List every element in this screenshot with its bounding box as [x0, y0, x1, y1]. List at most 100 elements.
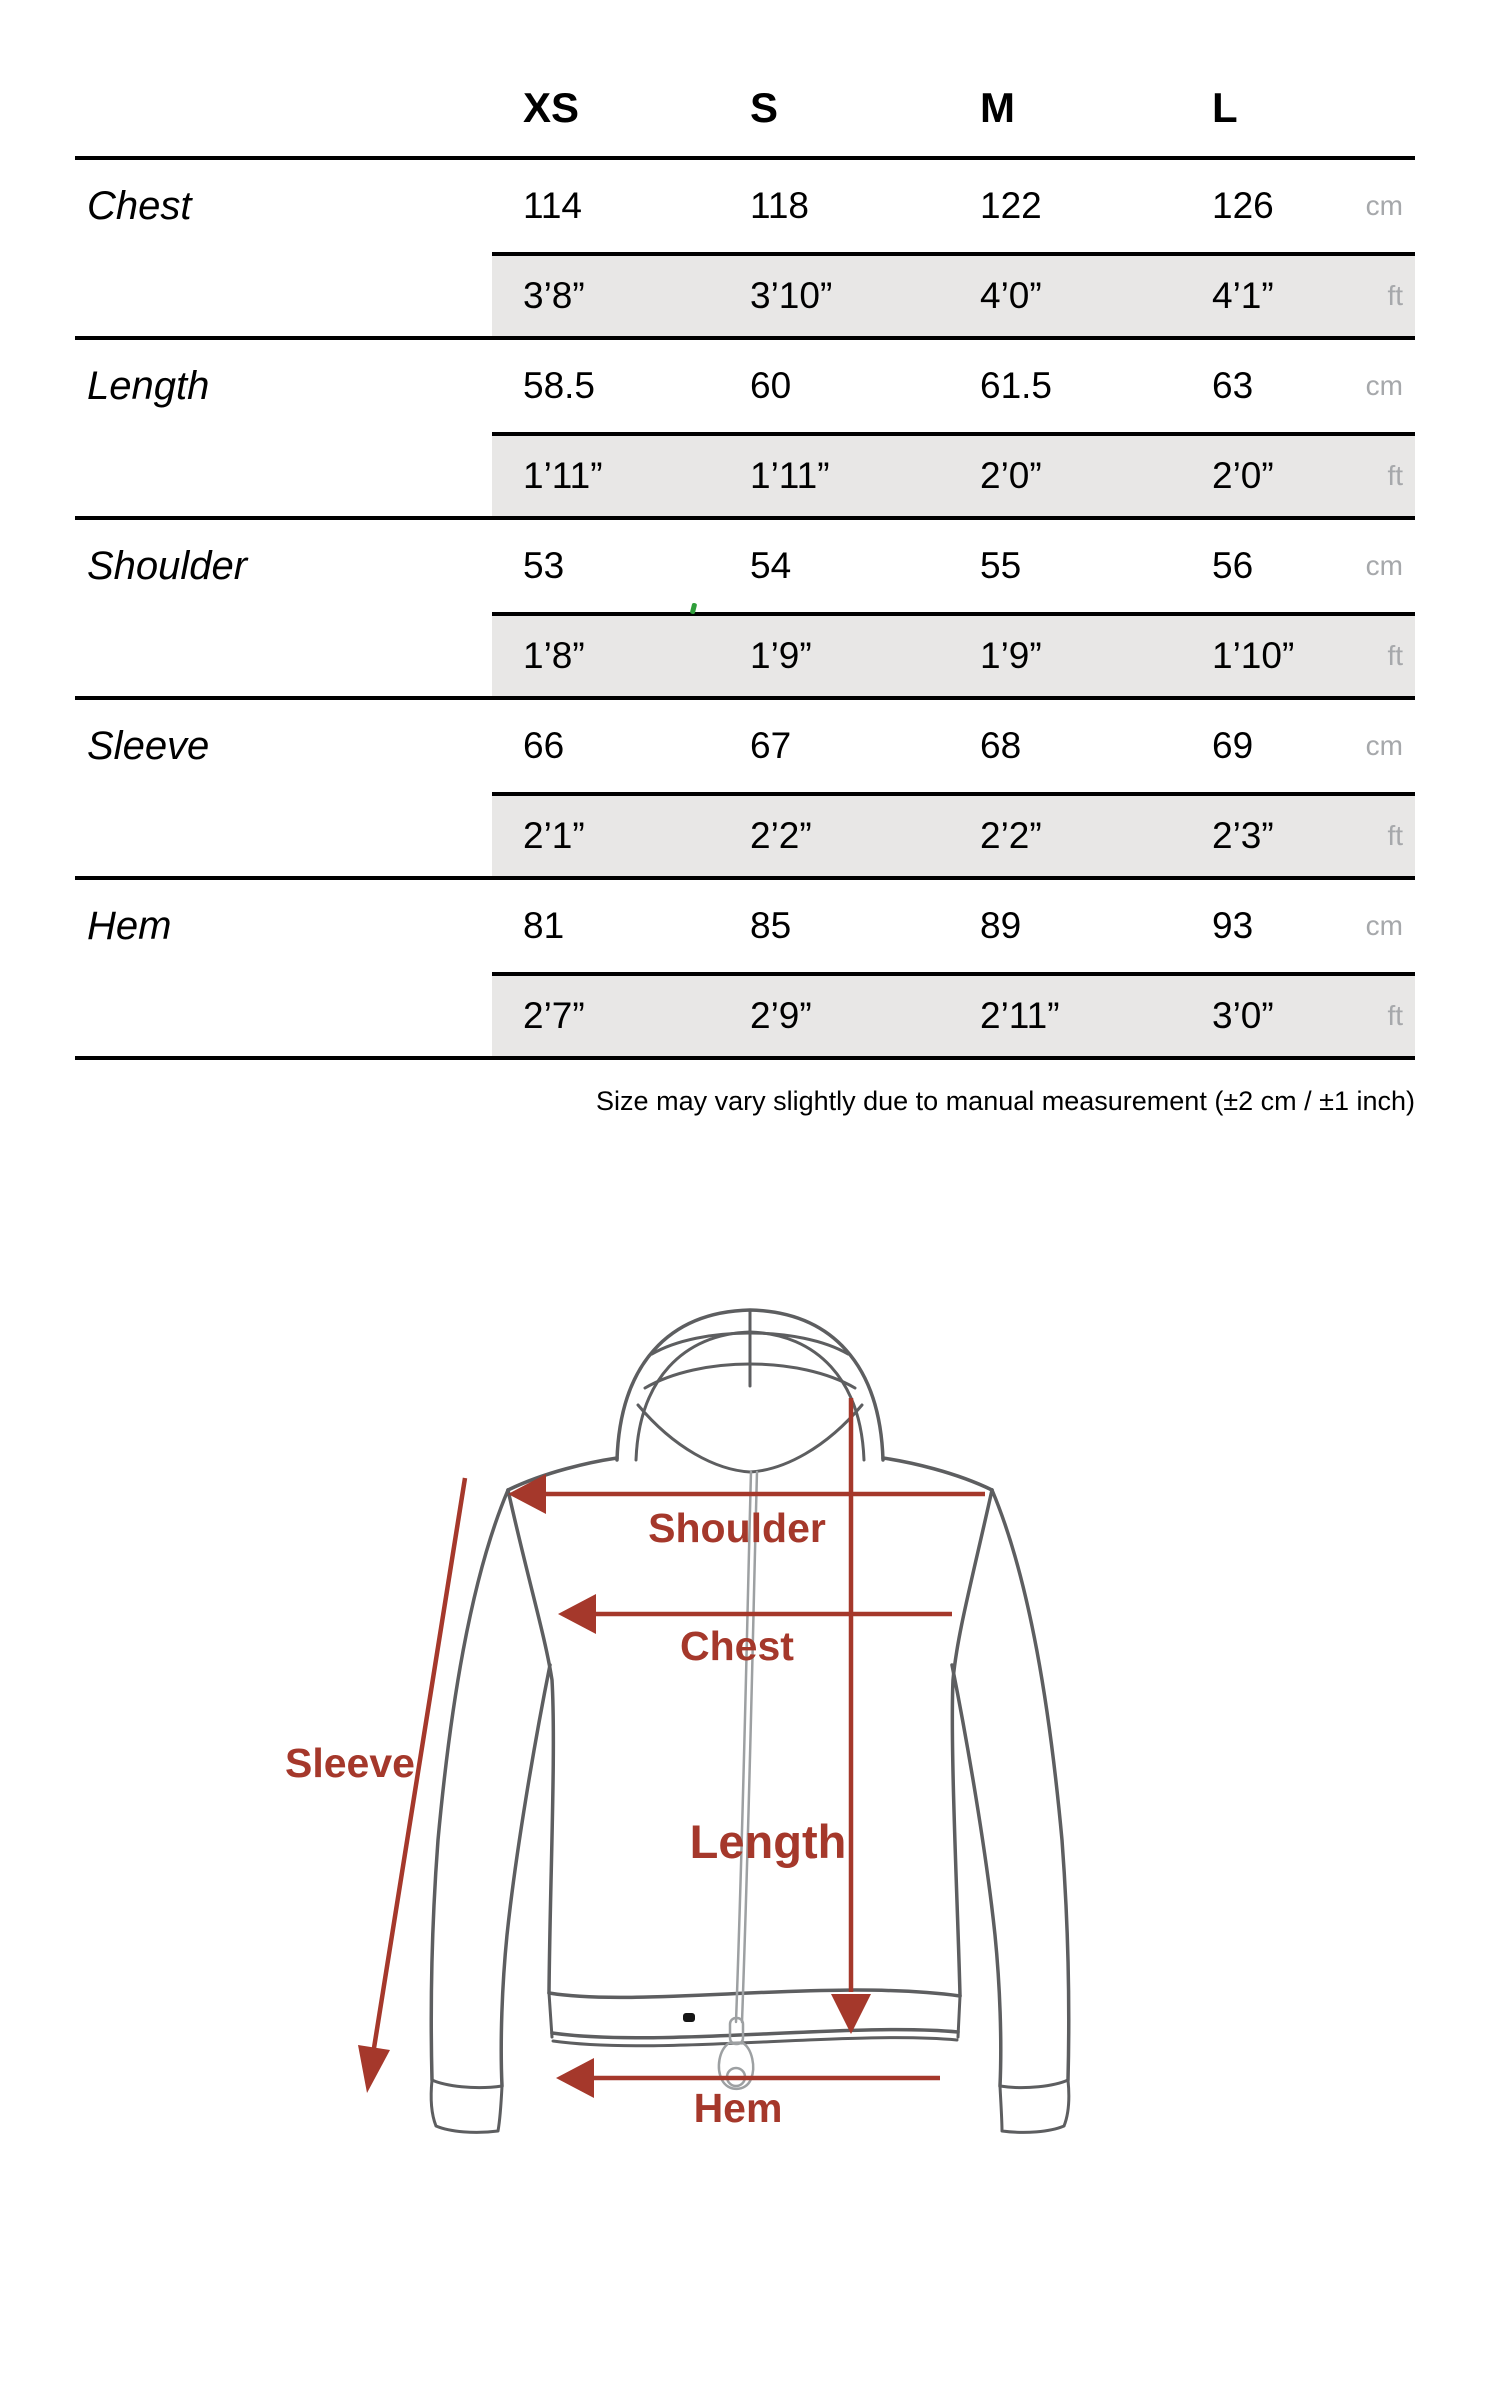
unit-cm: cm	[1365, 370, 1403, 401]
ft-band: 2’1” 2’2” 2’2” 2’3” ft	[492, 792, 1415, 876]
zipper	[717, 1470, 759, 2091]
unit-ft: ft	[1387, 460, 1403, 491]
shoulder-ft-s: 1’9”	[750, 635, 812, 676]
sleeve-ft-m: 2’2”	[980, 815, 1042, 856]
length-ft-m: 2’0”	[980, 455, 1042, 496]
hoodie-measurement-diagram: Shoulder Chest Length Sleeve Hem	[285, 1308, 1071, 2134]
hem-ft-s: 2’9”	[750, 995, 812, 1036]
hem-ft-xs: 2’7”	[523, 995, 585, 1036]
size-header-xs: XS	[523, 84, 580, 131]
shoulder-arrowhead-icon	[508, 1474, 546, 1514]
row-label: Shoulder	[87, 543, 248, 588]
length-cm-row: Length 58.5 60 61.5 63 cm	[75, 340, 1415, 432]
shoulder-cm-s: 54	[750, 545, 792, 586]
hem-ft-l: 3’0”	[1212, 995, 1274, 1036]
length-cm-s: 60	[750, 365, 792, 406]
sleeve-ft-row: 2’1” 2’2” 2’2” 2’3” ft	[75, 792, 1415, 876]
length-label: Length	[690, 1815, 847, 1868]
chest-label: Chest	[680, 1623, 794, 1669]
table-group-chest: Chest 114 118 122 126 cm 3’8” 3’10” 4’0”…	[75, 160, 1415, 340]
unit-cm: cm	[1365, 550, 1403, 581]
sleeve-ft-s: 2’2”	[750, 815, 812, 856]
row-label: Hem	[87, 903, 172, 948]
table-group-length: Length 58.5 60 61.5 63 cm 1’11” 1’11” 2’…	[75, 340, 1415, 520]
table-group-sleeve: Sleeve 66 67 68 69 cm 2’1” 2’2” 2’2” 2’3…	[75, 700, 1415, 880]
row-label-spacer	[75, 432, 492, 516]
length-cm-m: 61.5	[980, 365, 1053, 406]
sleeve-ft-l: 2’3”	[1212, 815, 1274, 856]
hem-ft-row: 2’7” 2’9” 2’11” 3’0” ft	[75, 972, 1415, 1056]
hem-cm-l: 93	[1212, 905, 1254, 946]
sleeve-cm-m: 68	[980, 725, 1022, 766]
unit-ft: ft	[1387, 1000, 1403, 1031]
chest-cm-l: 126	[1212, 185, 1274, 226]
length-arrowhead-icon	[831, 1994, 871, 2034]
shoulder-ft-xs: 1’8”	[523, 635, 585, 676]
shoulder-ft-row: 1’8” 1’9” 1’9” 1’10” ft	[75, 612, 1415, 696]
size-table: XS S M L Chest 114 118 122 126 cm 3’8” 3…	[75, 0, 1415, 1060]
unit-cm: cm	[1365, 910, 1403, 941]
chest-ft-s: 3’10”	[750, 275, 833, 316]
length-ft-s: 1’11”	[750, 455, 830, 496]
table-group-hem: Hem 81 85 89 93 cm 2’7” 2’9” 2’11” 3’0” …	[75, 880, 1415, 1060]
unit-cm: cm	[1365, 190, 1403, 221]
sleeve-cm-l: 69	[1212, 725, 1254, 766]
chest-ft-m: 4’0”	[980, 275, 1042, 316]
chest-cm-xs: 114	[523, 185, 582, 226]
chest-ft-row: 3’8” 3’10” 4’0” 4’1” ft	[75, 252, 1415, 336]
shoulder-cm-row: Shoulder 53 54 55 56 cm	[75, 520, 1415, 612]
sleeve-arrowhead-icon	[358, 2045, 390, 2093]
hem-cm-xs: 81	[523, 905, 565, 946]
chest-arrowhead-icon	[558, 1594, 596, 1634]
ft-band: 3’8” 3’10” 4’0” 4’1” ft	[492, 252, 1415, 336]
hem-label: Hem	[694, 2085, 783, 2131]
ft-band: 1’11” 1’11” 2’0” 2’0” ft	[492, 432, 1415, 516]
shoulder-cm-l: 56	[1212, 545, 1254, 586]
chest-ft-l: 4’1”	[1212, 275, 1274, 316]
row-label: Sleeve	[87, 723, 210, 768]
unit-ft: ft	[1387, 280, 1403, 311]
row-label-spacer	[75, 612, 492, 696]
size-header-l: L	[1212, 84, 1238, 131]
size-table-header: XS S M L	[75, 0, 1415, 160]
length-ft-l: 2’0”	[1212, 455, 1274, 496]
shoulder-cm-m: 55	[980, 545, 1022, 586]
ft-band: 1’8” 1’9” 1’9” 1’10” ft	[492, 612, 1415, 696]
hem-cm-m: 89	[980, 905, 1022, 946]
band-dot	[683, 2013, 695, 2022]
shoulder-ft-l: 1’10”	[1212, 635, 1295, 676]
table-group-shoulder: Shoulder 53 54 55 56 cm 1’8” 1’9” 1’9” 1…	[75, 520, 1415, 700]
length-cm-l: 63	[1212, 365, 1254, 406]
hem-cm-s: 85	[750, 905, 792, 946]
size-header-m: M	[980, 84, 1015, 131]
row-label: Length	[87, 363, 210, 408]
shoulder-label: Shoulder	[648, 1505, 826, 1551]
sleeve-label: Sleeve	[285, 1740, 415, 1786]
chest-cm-m: 122	[980, 185, 1042, 226]
sleeve-cm-xs: 66	[523, 725, 565, 766]
row-label: Chest	[87, 183, 192, 228]
length-cm-xs: 58.5	[523, 365, 596, 406]
sleeve-cm-s: 67	[750, 725, 792, 766]
length-ft-xs: 1’11”	[523, 455, 603, 496]
measurement-note: Size may vary slightly due to manual mea…	[596, 1086, 1415, 1116]
shoulder-cm-xs: 53	[523, 545, 565, 586]
hoodie-outline	[429, 1308, 1071, 2134]
unit-ft: ft	[1387, 640, 1403, 671]
length-ft-row: 1’11” 1’11” 2’0” 2’0” ft	[75, 432, 1415, 516]
unit-cm: cm	[1365, 730, 1403, 761]
row-label-spacer	[75, 252, 492, 336]
row-label-spacer	[75, 972, 492, 1056]
size-header-s: S	[750, 84, 779, 131]
chest-ft-xs: 3’8”	[523, 275, 585, 316]
hem-ft-m: 2’11”	[980, 995, 1060, 1036]
hem-arrowhead-icon	[556, 2058, 594, 2098]
ft-band: 2’7” 2’9” 2’11” 3’0” ft	[492, 972, 1415, 1056]
shoulder-ft-m: 1’9”	[980, 635, 1042, 676]
chest-cm-s: 118	[750, 185, 809, 226]
row-label-spacer	[75, 792, 492, 876]
measurement-arrows	[358, 1398, 985, 2098]
sleeve-cm-row: Sleeve 66 67 68 69 cm	[75, 700, 1415, 792]
hem-cm-row: Hem 81 85 89 93 cm	[75, 880, 1415, 972]
chest-cm-row: Chest 114 118 122 126 cm	[75, 160, 1415, 252]
